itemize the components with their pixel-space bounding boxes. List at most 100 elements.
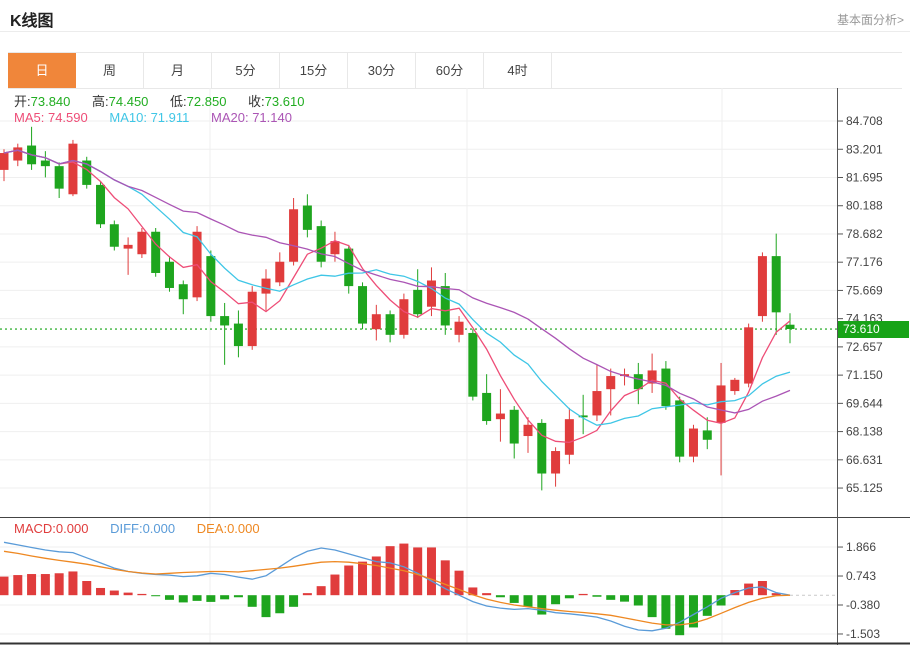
candle-down [482, 392, 492, 422]
ohlc-high: 高:74.450 [92, 94, 149, 109]
macd-axis-label: 0.743 [846, 569, 876, 583]
candle-up [289, 209, 299, 262]
tab-week[interactable]: 周 [76, 53, 144, 88]
candle-up [592, 391, 602, 416]
macd-bar-up [413, 547, 423, 596]
price-axis-label: 81.695 [846, 170, 883, 184]
macd-bar-up [96, 587, 106, 596]
macd-bar-down [247, 595, 257, 607]
candle-up [275, 261, 285, 283]
candle-down [220, 316, 230, 326]
candle-up [68, 143, 78, 195]
tab-15min[interactable]: 15分 [280, 53, 348, 88]
candle-up [261, 278, 271, 294]
tab-30min[interactable]: 30分 [348, 53, 416, 88]
tab-month[interactable]: 月 [144, 53, 212, 88]
macd-bar-down [495, 595, 505, 598]
candle-up [399, 299, 409, 335]
candle-up [247, 291, 257, 347]
macd-bar-down [275, 595, 285, 614]
macd-bar-down [523, 595, 533, 607]
tab-4hour[interactable]: 4时 [484, 53, 552, 88]
macd-bar-up [123, 592, 133, 596]
candle-up [523, 424, 533, 437]
diff-value-legend: DIFF:0.000 [110, 521, 176, 536]
candle-down [413, 289, 423, 315]
macd-bar-up [440, 560, 450, 596]
candle-down [233, 323, 243, 347]
macd-bar-up [385, 546, 395, 596]
candle-down [206, 256, 216, 317]
candle-down [358, 286, 368, 324]
ma20-legend: MA20: 71.140 [210, 110, 292, 125]
candlestick-chart[interactable]: 84.708 83.201 81.695 80.188 78.682 77.176 75.6… [0, 88, 910, 645]
price-axis-label: 68.138 [846, 425, 883, 439]
candle-down [633, 374, 643, 390]
price-axis-label: 83.201 [846, 142, 883, 156]
diff-line [3, 541, 791, 632]
macd-bar-up [13, 575, 23, 596]
macd-bar-up [482, 593, 492, 596]
macd-bar-down [509, 595, 519, 603]
ma10-line [3, 149, 791, 426]
macd-bar-up [68, 571, 78, 596]
page-title: K线图 [10, 13, 54, 30]
candle-down [151, 231, 161, 273]
candle-up [426, 280, 436, 307]
tab-day[interactable]: 日 [8, 53, 76, 88]
candle-down [440, 286, 450, 326]
candle-up [716, 385, 726, 423]
fundamental-analysis-link[interactable]: 基本面分析> [836, 13, 904, 27]
candle-up [330, 241, 340, 255]
candle-up [688, 428, 698, 457]
macd-axis-label: -1.503 [846, 627, 880, 641]
ma20-line [3, 149, 791, 414]
candle-up [137, 231, 147, 255]
macd-bar-down [289, 595, 299, 607]
price-axis-label: 65.125 [846, 481, 883, 495]
price-axis-label: 80.188 [846, 199, 883, 213]
macd-bar-down [564, 595, 574, 599]
candle-down [675, 400, 685, 457]
ohlc-low: 低:72.850 [170, 94, 227, 109]
macd-bar-up [82, 581, 92, 596]
macd-bar-down [220, 595, 230, 600]
candle-down [96, 184, 106, 225]
macd-bar-up [468, 587, 478, 596]
candle-up [744, 327, 754, 384]
ohlc-legend: 开:73.840 高:74.450 低:72.850 收:73.610 [14, 91, 322, 110]
price-axis-label: 75.669 [846, 283, 883, 297]
candle-up [454, 321, 464, 335]
macd-bar-up [137, 593, 147, 596]
macd-bar-down [592, 595, 602, 597]
macd-bar-down [702, 595, 712, 616]
macd-bar-down [164, 595, 174, 600]
candle-down [344, 248, 354, 287]
macd-bar-down [151, 595, 161, 597]
macd-bar-up [40, 574, 50, 596]
candle-up [551, 451, 561, 474]
price-axis-label: 77.176 [846, 255, 883, 269]
price-axis-label: 71.150 [846, 368, 883, 382]
macd-bar-up [344, 565, 354, 596]
candle-down [54, 166, 64, 189]
candle-down [509, 409, 519, 444]
macd-bar-up [302, 593, 312, 596]
candle-down [302, 205, 312, 230]
macd-bar-down [716, 595, 726, 606]
macd-bar-up [371, 556, 381, 596]
macd-bar-down [551, 595, 561, 605]
macd-bar-down [633, 595, 643, 606]
price-axis-label: 69.644 [846, 396, 883, 410]
candle-up [564, 419, 574, 455]
tab-5min[interactable]: 5分 [212, 53, 280, 88]
macd-axis-label: -0.380 [846, 598, 880, 612]
macd-bar-down [233, 595, 243, 598]
macd-bar-up [0, 576, 9, 596]
tab-60min[interactable]: 60分 [416, 53, 484, 88]
candle-up [495, 413, 505, 420]
candle-down [164, 261, 174, 288]
candle-up [757, 256, 767, 317]
macd-bar-up [109, 590, 119, 596]
